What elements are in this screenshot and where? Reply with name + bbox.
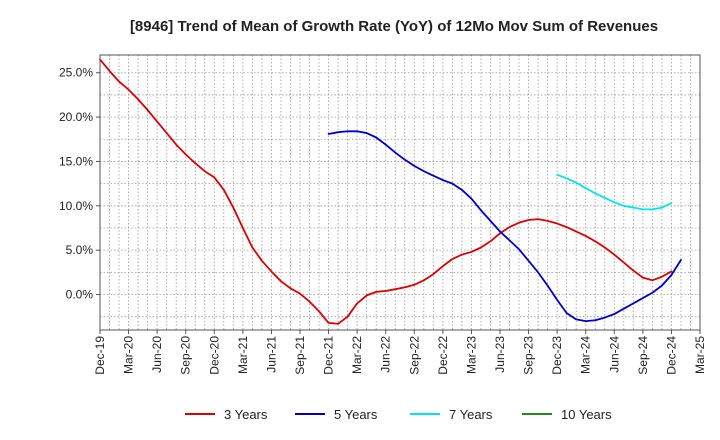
x-tick-label: Mar-21 (236, 336, 250, 374)
x-tick-label: Mar-25 (693, 336, 707, 374)
x-tick-label: Jun-23 (493, 336, 507, 373)
legend-label-3-years: 3 Years (224, 407, 268, 422)
x-tick-label: Dec-23 (550, 336, 564, 375)
x-tick-label: Dec-20 (207, 336, 221, 375)
chart-title: [8946] Trend of Mean of Growth Rate (YoY… (130, 18, 658, 35)
y-tick-label: 5.0% (66, 243, 94, 257)
legend: 3 Years 5 Years 7 Years 10 Years (185, 407, 612, 422)
y-tick-label: 25.0% (59, 66, 93, 80)
series-lines (99, 58, 682, 325)
plot-area (100, 55, 700, 330)
x-tick-label: Mar-23 (464, 336, 478, 374)
x-tick-label: Mar-22 (350, 336, 364, 374)
x-tick-label: Dec-21 (322, 336, 336, 375)
x-tick-label: Dec-19 (93, 336, 107, 375)
y-tick-label: 15.0% (59, 154, 93, 168)
legend-label-10-years: 10 Years (561, 407, 612, 422)
series-line-3-years (99, 58, 673, 325)
series-line-5-years (327, 130, 682, 323)
y-tick-label: 0.0% (66, 288, 94, 302)
x-axis: Dec-19 Mar-20 Jun-20 Sep-20 Dec-20 Mar-21 Jun-… (93, 330, 707, 375)
y-tick-label: 20.0% (59, 110, 93, 124)
x-tick-label: Dec-24 (664, 336, 678, 375)
x-tick-label: Sep-23 (522, 336, 536, 375)
x-tick-label: Jun-20 (150, 336, 164, 373)
x-tick-label: Sep-20 (179, 336, 193, 375)
y-tick-label: 10.0% (59, 199, 93, 213)
x-tick-label: Sep-22 (407, 336, 421, 375)
legend-label-5-years: 5 Years (334, 407, 378, 422)
x-tick-label: Sep-21 (293, 336, 307, 375)
x-tick-label: Dec-22 (436, 336, 450, 375)
x-tick-label: Jun-21 (264, 336, 278, 373)
grid (99, 55, 701, 330)
x-tick-label: Mar-20 (122, 336, 136, 374)
legend-label-7-years: 7 Years (449, 407, 493, 422)
plot-frame (99, 54, 701, 331)
y-axis: 0.0% 5.0% 10.0% 15.0% 20.0% 25.0% (59, 66, 100, 302)
x-tick-label: Jun-24 (607, 336, 621, 373)
x-tick-label: Mar-24 (579, 336, 593, 374)
x-tick-label: Sep-24 (636, 336, 650, 375)
x-tick-label: Jun-22 (379, 336, 393, 373)
series-line-7-years (556, 173, 673, 211)
